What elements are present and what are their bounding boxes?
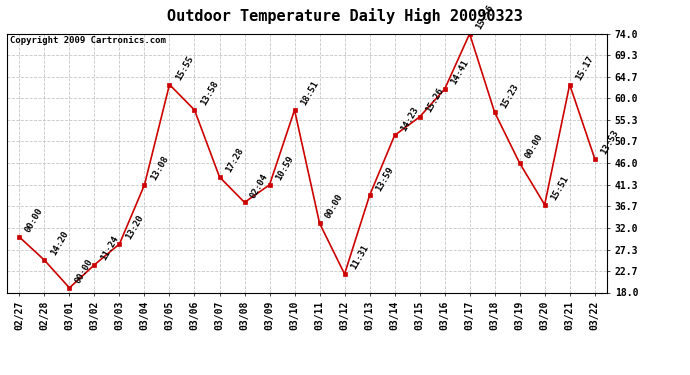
Text: 13:59: 13:59 — [374, 165, 395, 193]
Text: 15:56: 15:56 — [474, 3, 495, 31]
Text: 13:08: 13:08 — [148, 154, 170, 182]
Text: 14:23: 14:23 — [399, 105, 420, 133]
Text: 11:24: 11:24 — [99, 234, 120, 262]
Text: 00:00: 00:00 — [324, 193, 345, 220]
Text: 13:20: 13:20 — [124, 213, 145, 241]
Text: 15:26: 15:26 — [424, 86, 445, 114]
Text: Copyright 2009 Cartronics.com: Copyright 2009 Cartronics.com — [10, 36, 166, 45]
Text: 18:51: 18:51 — [299, 80, 320, 107]
Text: 15:55: 15:55 — [174, 54, 195, 82]
Text: 15:51: 15:51 — [549, 174, 570, 202]
Text: 00:00: 00:00 — [74, 257, 95, 285]
Text: 10:59: 10:59 — [274, 154, 295, 182]
Text: 15:17: 15:17 — [574, 54, 595, 82]
Text: 13:53: 13:53 — [599, 128, 620, 156]
Text: 00:00: 00:00 — [23, 207, 45, 234]
Text: 02:04: 02:04 — [248, 172, 270, 200]
Text: 15:23: 15:23 — [499, 82, 520, 110]
Text: Outdoor Temperature Daily High 20090323: Outdoor Temperature Daily High 20090323 — [167, 8, 523, 24]
Text: 14:41: 14:41 — [448, 58, 470, 86]
Text: 00:00: 00:00 — [524, 133, 545, 160]
Text: 11:31: 11:31 — [348, 243, 370, 271]
Text: 14:20: 14:20 — [48, 230, 70, 257]
Text: 13:58: 13:58 — [199, 80, 220, 107]
Text: 17:28: 17:28 — [224, 146, 245, 174]
